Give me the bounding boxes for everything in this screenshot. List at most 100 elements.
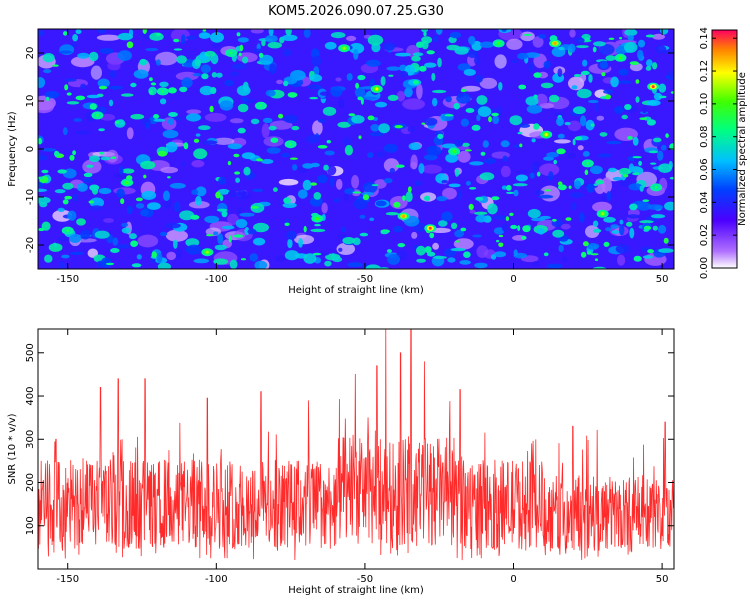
heatmap-blob [64, 78, 77, 82]
heatmap-blob [558, 46, 565, 51]
heatmap-blob [231, 63, 247, 70]
heatmap-blob-core [210, 87, 217, 94]
heatmap-blob [383, 178, 393, 184]
heatmap-blob-core [464, 149, 472, 152]
heatmap-blob-core [574, 136, 583, 141]
heatmap-blob-core [89, 103, 97, 110]
heatmap-blob [200, 64, 211, 74]
heatmap-blob-core [348, 113, 356, 117]
heatmap-blob [185, 238, 200, 247]
heatmap-blob-core [303, 225, 307, 233]
heatmap-blob-core [601, 72, 606, 77]
y-tick-label: 400 [25, 386, 36, 405]
heatmap-blob-core [355, 82, 359, 89]
heatmap-blob [479, 41, 495, 48]
heatmap-blob-core [590, 253, 599, 256]
heatmap-blob-core [183, 142, 189, 150]
heatmap-blob [181, 77, 193, 88]
heatmap-blob [317, 174, 328, 184]
heatmap-blob [204, 50, 216, 57]
heatmap-low-patch [567, 120, 582, 132]
heatmap-blob [73, 193, 78, 202]
heatmap-blob-core [646, 119, 657, 126]
y-tick-label: -10 [25, 189, 36, 205]
heatmap-blob [291, 125, 300, 131]
heatmap-y-axis-label: Frequency (Hz) [7, 111, 18, 187]
heatmap-blob-core [105, 262, 115, 266]
heatmap-blob [483, 158, 497, 165]
colorbar-tick-label: 0.10 [699, 93, 710, 115]
heatmap-blob [165, 222, 181, 229]
heatmap-blob [268, 125, 277, 131]
heatmap-blob [159, 231, 168, 237]
heatmap-low-patch [336, 242, 356, 255]
colorbar-tick-label: 0.14 [699, 27, 710, 49]
heatmap-blob [322, 106, 337, 116]
heatmap-blob [393, 225, 403, 233]
heatmap-blob [647, 99, 661, 106]
heatmap-blob [249, 253, 259, 262]
heatmap-blob [610, 224, 619, 229]
heatmap-low-patch [402, 98, 425, 110]
heatmap-blob [445, 153, 459, 163]
heatmap-blob [416, 245, 426, 256]
heatmap-blob-core [359, 232, 369, 237]
heatmap-blob [99, 48, 114, 54]
heatmap-blob-core [650, 162, 657, 165]
heatmap-blob [476, 95, 488, 105]
heatmap-blob [618, 80, 632, 84]
colorbar-label: Normalized spectral amplitude [737, 72, 748, 226]
y-tick-label: -20 [25, 237, 36, 253]
heatmap-blob [441, 211, 453, 222]
heatmap-blob [592, 266, 607, 269]
colorbar-ticks: 0.00 0.02 0.04 0.06 0.08 0.10 0.12 0.14 [699, 27, 737, 279]
x-tick-label: 0 [510, 274, 516, 285]
heatmap-blob [658, 248, 674, 253]
heatmap-blob [73, 118, 82, 122]
heatmap-hotspot-core [601, 212, 605, 216]
heatmap-blob [571, 85, 578, 90]
heatmap-blob [386, 66, 401, 71]
heatmap-blob-core [352, 191, 362, 194]
heatmap-hotspot-core [651, 85, 655, 89]
heatmap-blob [454, 168, 460, 177]
heatmap-blob [286, 230, 297, 240]
heatmap-blob [568, 43, 576, 53]
heatmap-blob-core [233, 234, 244, 238]
heatmap-blob-core [358, 135, 362, 140]
heatmap-blob [369, 217, 375, 222]
heatmap-blob-core [627, 136, 633, 140]
heatmap-blob [593, 41, 606, 47]
heatmap-hotspot-core [402, 214, 406, 218]
heatmap-blob-core [552, 218, 557, 222]
heatmap-blob [597, 153, 612, 158]
heatmap-blob [501, 29, 507, 32]
heatmap-blob [399, 70, 409, 78]
heatmap-blob-core [283, 197, 291, 204]
heatmap-blob [651, 214, 666, 219]
heatmap-blob-core [565, 217, 572, 221]
heatmap-blob [303, 29, 311, 38]
colorbar-gradient [711, 29, 738, 269]
heatmap-blob [253, 237, 266, 246]
heatmap-blob [533, 161, 541, 167]
heatmap-blob [165, 141, 178, 153]
heatmap-blob-core [407, 186, 412, 193]
heatmap-blob-core [581, 70, 590, 76]
heatmap-blob [637, 39, 646, 48]
heatmap-blob [557, 68, 563, 78]
heatmap-blob [310, 228, 326, 233]
heatmap-blob [44, 254, 53, 263]
heatmap-blob [635, 96, 640, 103]
heatmap-blob-core [506, 184, 512, 191]
colorbar-tick-label: 0.06 [699, 158, 710, 180]
heatmap-blob [546, 152, 559, 158]
heatmap-blob [344, 144, 353, 156]
heatmap-blob [74, 130, 91, 135]
heatmap-blob [624, 29, 638, 37]
heatmap-blob [237, 37, 249, 43]
heatmap-blob-core [284, 222, 290, 226]
y-tick-label: 10 [25, 95, 36, 108]
heatmap-blob [407, 125, 416, 133]
heatmap-low-patch [535, 93, 548, 106]
